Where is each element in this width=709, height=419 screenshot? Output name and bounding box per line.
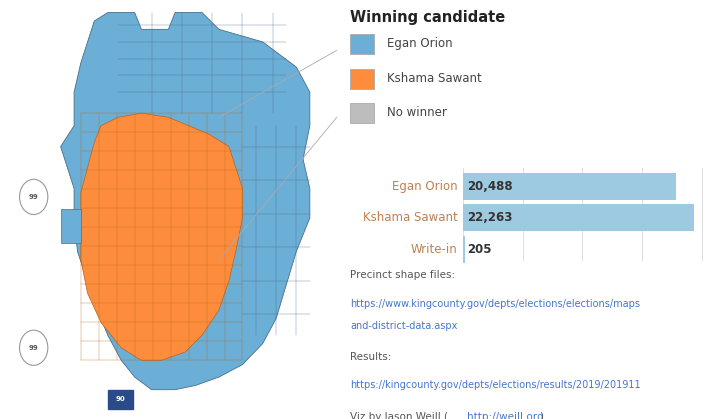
Bar: [60, 210, 81, 243]
Text: Kshama Sawant: Kshama Sawant: [387, 72, 481, 85]
Bar: [108, 390, 133, 409]
Text: https://www.kingcounty.gov/depts/elections/elections/maps: https://www.kingcounty.gov/depts/electio…: [350, 299, 640, 309]
Text: 90: 90: [116, 396, 125, 402]
Text: 99: 99: [29, 194, 38, 200]
Text: 205: 205: [467, 243, 492, 256]
Text: 20,488: 20,488: [467, 180, 513, 193]
FancyBboxPatch shape: [350, 103, 374, 123]
Text: Winning candidate: Winning candidate: [350, 10, 506, 26]
Text: Kshama Sawant: Kshama Sawant: [362, 211, 457, 225]
Text: https://kingcounty.gov/depts/elections/results/2019/201911: https://kingcounty.gov/depts/elections/r…: [350, 380, 641, 391]
Text: ): ): [539, 412, 543, 419]
Text: 99: 99: [29, 345, 38, 351]
Text: Results:: Results:: [350, 352, 391, 362]
Text: Precinct shape files:: Precinct shape files:: [350, 270, 455, 280]
Bar: [463, 235, 465, 263]
FancyBboxPatch shape: [350, 34, 374, 54]
Text: Egan Orion: Egan Orion: [391, 180, 457, 193]
Circle shape: [20, 179, 48, 215]
Text: http://weill.org: http://weill.org: [467, 412, 543, 419]
Text: Viz by Jason Weill (: Viz by Jason Weill (: [350, 412, 448, 419]
Text: Egan Orion: Egan Orion: [387, 37, 452, 51]
Text: Write-in: Write-in: [411, 243, 457, 256]
Text: 22,263: 22,263: [467, 211, 513, 225]
Bar: [463, 173, 676, 200]
Polygon shape: [81, 113, 242, 360]
Text: No winner: No winner: [387, 106, 447, 119]
FancyBboxPatch shape: [350, 69, 374, 89]
Text: and-district-data.aspx: and-district-data.aspx: [350, 321, 457, 331]
Polygon shape: [60, 13, 310, 390]
Circle shape: [20, 330, 48, 365]
Bar: [463, 204, 694, 231]
